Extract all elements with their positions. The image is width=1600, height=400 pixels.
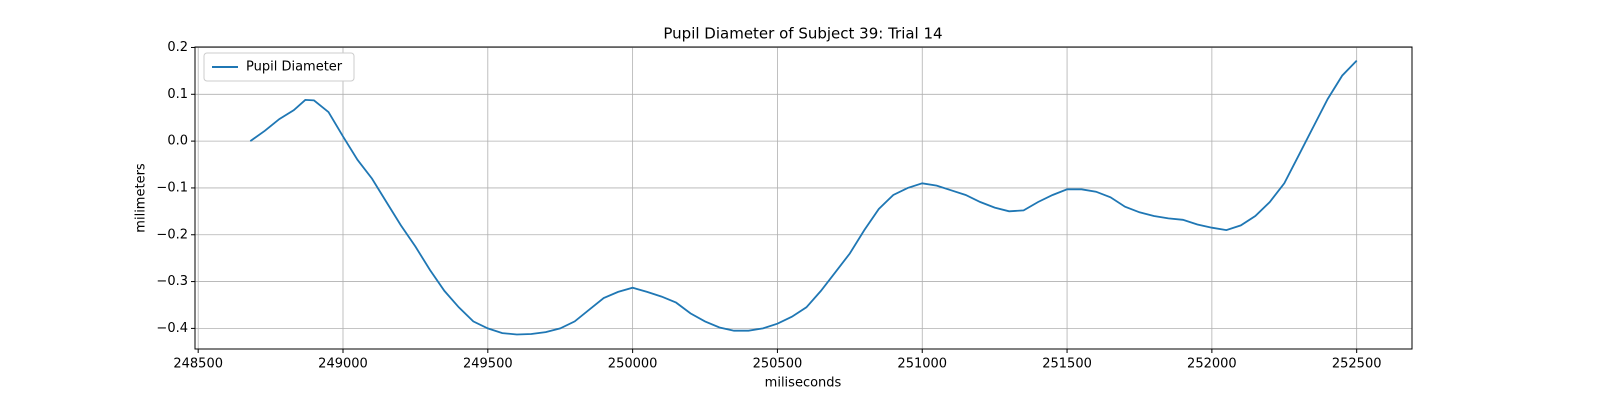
y-tick-label: 0.0 [167, 134, 188, 149]
x-tick-label: 252500 [1332, 357, 1382, 372]
legend-box [203, 52, 355, 82]
plot-frame [194, 46, 1413, 350]
x-tick-label: 252000 [1187, 357, 1237, 372]
x-tick-label: 251000 [897, 357, 947, 372]
x-tick-label: 249500 [463, 357, 513, 372]
y-tick-label: −0.1 [156, 180, 188, 195]
x-tick-label: 248500 [173, 357, 223, 372]
y-tick-label: −0.3 [156, 274, 188, 289]
data-line [249, 59, 1358, 336]
legend-label: Pupil Diameter [246, 60, 343, 75]
y-tick-label: −0.2 [156, 227, 188, 242]
x-tick-label: 251500 [1042, 357, 1092, 372]
y-tick-label: −0.4 [156, 321, 188, 336]
x-tick-label: 250500 [753, 357, 803, 372]
y-axis-label: milimeters [134, 163, 149, 233]
y-tick-label: 0.2 [167, 40, 188, 55]
x-axis-label: miliseconds [765, 376, 842, 391]
x-tick-label: 250000 [608, 357, 658, 372]
x-tick-label: 249000 [318, 357, 368, 372]
y-tick-label: 0.1 [167, 87, 188, 102]
chart-title: Pupil Diameter of Subject 39: Trial 14 [663, 25, 942, 43]
